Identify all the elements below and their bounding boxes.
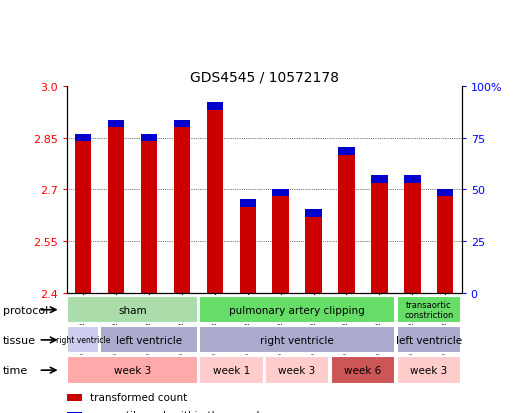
Bar (174, 121, 190, 128)
Bar (305, 218, 322, 293)
Bar (371, 176, 388, 183)
Bar (199, 326, 395, 354)
Bar (404, 183, 421, 293)
Bar (265, 356, 329, 384)
Text: percentile rank within the sample: percentile rank within the sample (90, 410, 266, 413)
Text: right ventricle: right ventricle (260, 335, 334, 345)
Text: week 3: week 3 (279, 365, 315, 375)
Bar (141, 134, 157, 142)
Bar (141, 142, 157, 293)
Text: week 3: week 3 (114, 365, 151, 375)
Bar (75, 142, 91, 293)
Bar (404, 176, 421, 183)
Text: time: time (3, 365, 28, 375)
Title: GDS4545 / 10572178: GDS4545 / 10572178 (190, 70, 339, 84)
Text: week 3: week 3 (410, 365, 447, 375)
Bar (397, 296, 461, 323)
Bar (108, 128, 124, 293)
Text: pulmonary artery clipping: pulmonary artery clipping (229, 305, 365, 315)
Text: transaortic
constriction: transaortic constriction (404, 300, 453, 319)
Bar (397, 356, 461, 384)
Bar (67, 326, 99, 354)
Bar (75, 134, 91, 142)
Bar (272, 197, 289, 293)
Bar (272, 189, 289, 197)
Text: left ventricle: left ventricle (116, 335, 182, 345)
Bar (207, 103, 223, 111)
Bar (338, 148, 354, 156)
Text: protocol: protocol (3, 305, 48, 315)
Bar (207, 111, 223, 293)
Bar (331, 356, 395, 384)
Bar (67, 356, 198, 384)
Bar (108, 121, 124, 128)
Bar (305, 210, 322, 218)
Bar (338, 156, 354, 293)
Text: sham: sham (118, 305, 147, 315)
Text: transformed count: transformed count (90, 392, 188, 402)
Bar (100, 326, 198, 354)
Bar (240, 207, 256, 293)
Bar (174, 128, 190, 293)
Bar (397, 326, 461, 354)
Text: week 6: week 6 (344, 365, 382, 375)
Bar (240, 199, 256, 207)
Text: week 1: week 1 (213, 365, 250, 375)
Bar (67, 412, 82, 413)
Bar (371, 183, 388, 293)
Text: right ventricle: right ventricle (56, 335, 110, 344)
Bar (199, 356, 264, 384)
Text: left ventricle: left ventricle (396, 335, 462, 345)
Bar (199, 296, 395, 323)
Text: tissue: tissue (3, 335, 35, 345)
Bar (67, 394, 82, 401)
Bar (437, 189, 453, 197)
Bar (437, 197, 453, 293)
Bar (67, 296, 198, 323)
